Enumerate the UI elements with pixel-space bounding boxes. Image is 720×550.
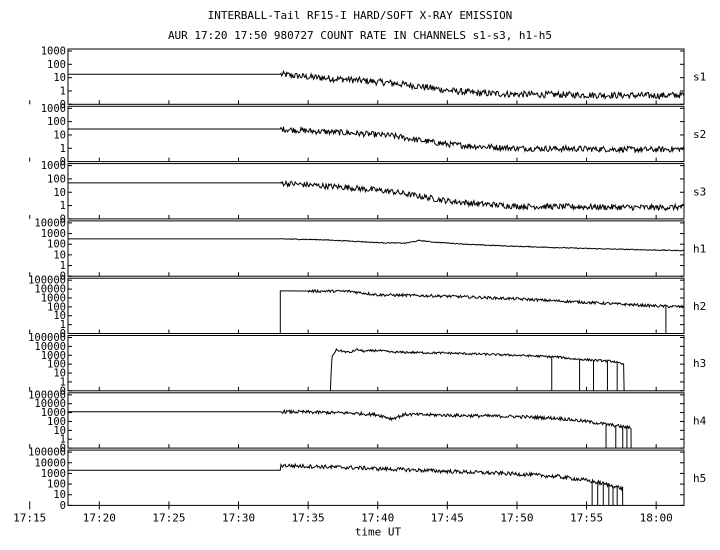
x-axis-label: time UT [355,525,402,538]
channel-label-s3: s3 [693,185,706,198]
channel-label-s1: s1 [693,71,706,84]
y-tick-label-h1: 1000 [41,228,66,240]
x-tick-label: 17:55 [570,511,603,524]
x-tick-label: 17:40 [361,511,394,524]
panel-frame-s2 [67,105,685,163]
y-tick-label-h3: 10000 [34,341,66,353]
y-tick-label-h5: 100 [47,479,66,491]
y-tick-label-h5: 100000 [28,447,66,459]
y-tick-label-h2: 1000 [41,292,66,304]
y-tick-label-h2: 0 [60,328,66,340]
trace-s2 [68,125,685,154]
panel-frame-s3 [67,163,685,220]
y-tick-label-h3: 100 [47,359,66,371]
y-tick-label-s2: 1 [60,143,66,155]
y-tick-label-s1: 100 [47,59,66,71]
y-tick-label-h1: 0 [60,271,66,283]
chart-subtitle: AUR 17:20 17:50 980727 COUNT RATE IN CHA… [167,29,553,42]
y-tick-label-s2: 1000 [41,103,66,115]
y-tick-label-s3: 100 [47,173,66,185]
trace-s1 [68,69,685,101]
x-tick-label: 17:30 [222,511,255,524]
y-tick-label-h3: 1000 [41,350,66,362]
x-tick-label: 17:20 [83,511,116,524]
y-tick-label-h2: 100 [47,301,66,313]
y-tick-label-s3: 1 [60,200,66,212]
panel-frame-h4 [67,392,685,449]
y-tick-label-h2: 100000 [28,275,66,287]
y-tick-label-h5: 1000 [41,468,66,480]
panel-frame-h1 [67,220,685,277]
channel-label-h3: h3 [693,357,706,370]
trace-h3 [329,347,625,391]
y-tick-label-h4: 10000 [34,398,66,410]
panel-frame-s1 [67,48,685,105]
y-tick-label-h4: 1000 [41,407,66,419]
y-tick-label-s2: 10 [53,129,66,141]
y-tick-label-h3: 0 [60,385,66,397]
x-tick-label: 17:35 [292,511,325,524]
x-tick-label: 17:45 [431,511,464,524]
y-tick-label-s1: 1000 [41,46,66,58]
y-tick-label-s1: 1 [60,85,66,97]
x-tick-label: 17:15 [13,511,46,524]
y-tick-label-s1: 0 [60,99,66,111]
y-tick-label-s1: 10 [53,72,66,84]
y-tick-label-h3: 10 [53,368,66,380]
y-tick-label-s3: 10 [53,187,66,199]
trace-h5 [68,462,624,506]
y-tick-label-h4: 0 [60,443,66,455]
y-tick-label-h2: 10000 [34,284,66,296]
y-tick-label-h1: 10000 [34,217,66,229]
channel-label-h2: h2 [693,300,706,313]
trace-h1 [68,238,684,252]
y-tick-label-h1: 10 [53,249,66,261]
y-tick-label-s2: 0 [60,156,66,168]
y-tick-label-h1: 100 [47,239,66,251]
y-tick-label-h4: 1 [60,434,66,446]
y-tick-label-s3: 1000 [41,160,66,172]
panel-frame-h3 [67,335,685,392]
panel-frame-h5 [67,449,685,506]
y-tick-label-h5: 10 [53,489,66,501]
panel-frame-h2 [67,277,685,335]
y-tick-label-h5: 10000 [34,457,66,469]
trace-h4 [68,408,632,449]
trace-s3 [68,179,684,212]
trace-h2 [279,288,685,334]
x-tick-label: 17:50 [500,511,533,524]
chart-title: INTERBALL-Tail RF15-I HARD/SOFT X-RAY EM… [207,9,513,22]
y-tick-label-h2: 1 [60,319,66,331]
channel-label-h5: h5 [693,472,706,485]
y-tick-label-h3: 100000 [28,332,66,344]
x-tick-label: 17:25 [152,511,185,524]
y-tick-label-s3: 0 [60,213,66,225]
y-tick-label-s2: 100 [47,116,66,128]
y-tick-label-h2: 10 [53,310,66,322]
y-tick-label-h4: 10 [53,425,66,437]
x-tick-label: 18:00 [640,511,673,524]
y-tick-label-h5: 0 [60,500,66,512]
channel-label-h1: h1 [693,243,706,256]
y-tick-label-h3: 1 [60,376,66,388]
channel-label-s2: s2 [693,128,706,141]
y-tick-label-h4: 100000 [28,389,66,401]
channel-label-h4: h4 [693,414,707,427]
y-tick-label-h4: 100 [47,416,66,428]
y-tick-label-h1: 1 [60,260,66,272]
